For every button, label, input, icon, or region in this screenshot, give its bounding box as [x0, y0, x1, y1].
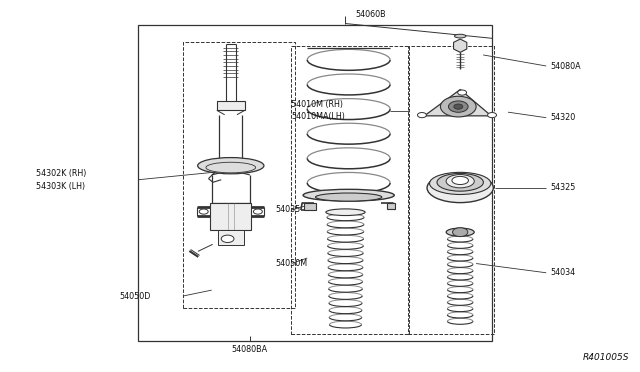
Bar: [138, 25, 492, 341]
Text: 54035: 54035: [275, 205, 301, 215]
Circle shape: [199, 209, 208, 214]
Ellipse shape: [326, 209, 365, 215]
Ellipse shape: [452, 176, 468, 185]
Text: 54010M (RH): 54010M (RH): [291, 100, 343, 109]
Text: 54080A: 54080A: [550, 61, 581, 71]
Text: 54060B: 54060B: [355, 10, 386, 19]
Circle shape: [221, 235, 234, 243]
Polygon shape: [424, 90, 492, 116]
Circle shape: [449, 101, 468, 112]
Circle shape: [440, 96, 476, 117]
Bar: [218, 230, 244, 245]
Text: 54325: 54325: [550, 183, 576, 192]
Text: 54302K (RH): 54302K (RH): [36, 169, 87, 177]
Text: 54050M: 54050M: [275, 259, 307, 268]
Ellipse shape: [427, 173, 493, 203]
Bar: [210, 203, 252, 230]
Text: 54320: 54320: [550, 113, 576, 122]
Ellipse shape: [198, 158, 264, 174]
Ellipse shape: [437, 173, 483, 191]
Bar: [217, 101, 245, 110]
Bar: [387, 203, 394, 209]
Circle shape: [454, 104, 463, 109]
Text: 54010MA(LH): 54010MA(LH): [291, 112, 345, 121]
Bar: [304, 203, 316, 210]
Text: R401005S: R401005S: [582, 353, 629, 362]
Ellipse shape: [429, 172, 491, 195]
Circle shape: [488, 112, 497, 118]
Bar: [183, 42, 294, 308]
Circle shape: [417, 112, 426, 118]
Circle shape: [253, 209, 262, 214]
Text: 54303K (LH): 54303K (LH): [36, 182, 86, 190]
Text: 54034: 54034: [550, 268, 576, 277]
Text: 54080BA: 54080BA: [232, 345, 268, 354]
Ellipse shape: [454, 34, 466, 38]
Bar: [408, 46, 494, 334]
Text: 54050D: 54050D: [119, 292, 150, 301]
Circle shape: [452, 228, 468, 237]
Ellipse shape: [303, 189, 394, 201]
Ellipse shape: [316, 193, 382, 201]
Polygon shape: [454, 39, 467, 52]
Ellipse shape: [446, 174, 474, 188]
Ellipse shape: [446, 228, 474, 236]
Bar: [291, 46, 409, 334]
Circle shape: [458, 90, 467, 95]
